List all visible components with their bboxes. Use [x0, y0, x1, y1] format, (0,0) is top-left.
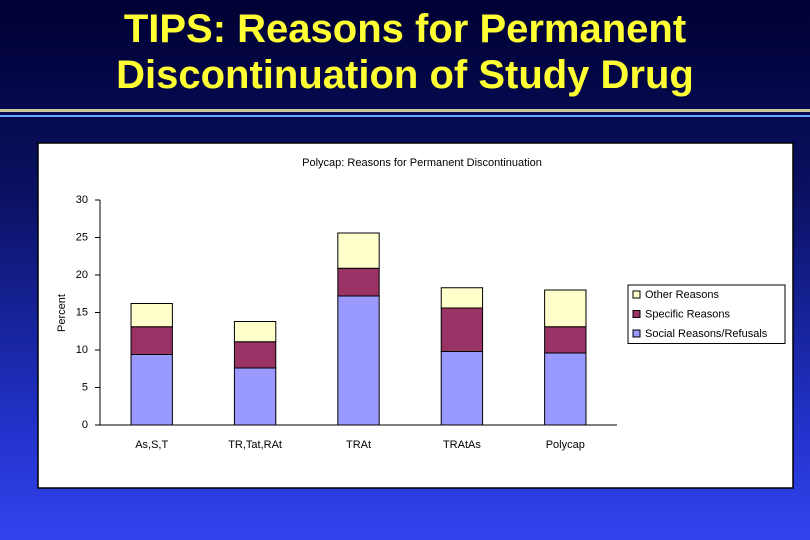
bar-segment [233, 321, 277, 343]
y-axis-label: Percent [56, 294, 68, 332]
y-tick-label: 15 [76, 306, 88, 318]
slide-title: TIPS: Reasons for Permanent Discontinuat… [0, 6, 810, 98]
y-tick-label: 10 [76, 344, 88, 356]
y-tick-label: 30 [76, 194, 88, 206]
bar-segment [337, 232, 380, 269]
bar-segment [130, 354, 173, 426]
legend-box [627, 284, 786, 344]
x-tick-label: As,S,T [135, 439, 168, 451]
bar-segment [233, 341, 277, 369]
bar-segment [130, 326, 173, 355]
chart-title: Polycap: Reasons for Permanent Discontin… [302, 157, 542, 169]
divider [0, 109, 810, 112]
legend-swatch [632, 310, 641, 318]
bar-segment [440, 287, 484, 309]
legend-label: Specific Reasons [645, 308, 730, 320]
bar-segment [544, 289, 587, 328]
x-tick-label: Polycap [546, 439, 585, 451]
y-tick-label: 5 [82, 381, 88, 393]
bar-segment [337, 267, 380, 297]
bar-segment [337, 295, 380, 426]
legend-swatch [632, 329, 641, 338]
bar-segment [440, 351, 484, 426]
x-tick-label: TRAt [346, 439, 371, 451]
y-tick-label: 0 [82, 419, 88, 431]
bar-segment [233, 367, 277, 426]
bar-segment [544, 352, 587, 426]
divider [0, 115, 810, 117]
title-line: TIPS: Reasons for Permanent [123, 7, 687, 51]
legend-label: Other Reasons [645, 289, 719, 301]
title-line: Discontinuation of Study Drug [116, 53, 694, 97]
bar-segment [440, 307, 484, 352]
y-tick-label: 25 [76, 231, 88, 243]
x-tick-label: TRAtAs [443, 439, 481, 451]
y-tick-label: 20 [76, 269, 88, 281]
x-tick-label: TR,Tat,RAt [228, 439, 282, 451]
legend-label: Social Reasons/Refusals [645, 328, 768, 340]
bar-segment [544, 326, 587, 354]
legend-swatch [632, 290, 641, 299]
bar-segment [130, 303, 173, 328]
